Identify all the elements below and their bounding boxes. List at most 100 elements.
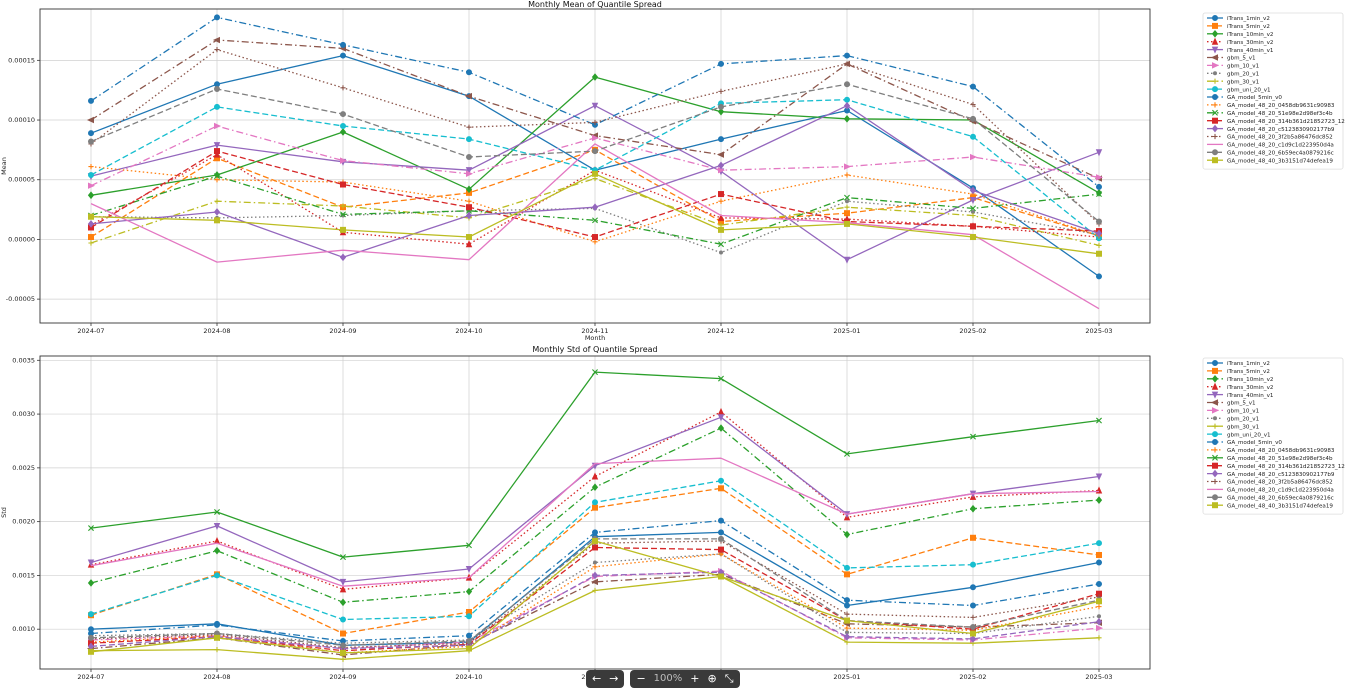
data-point bbox=[844, 611, 850, 617]
x-tick-label: 2024-08 bbox=[203, 327, 230, 335]
legend-label: iTrans_40min_v1 bbox=[1227, 48, 1274, 54]
data-point bbox=[213, 621, 220, 628]
data-point bbox=[592, 239, 598, 245]
data-point bbox=[339, 41, 346, 48]
data-point bbox=[970, 624, 977, 631]
history-controls: ← → bbox=[586, 670, 625, 688]
expand-icon[interactable]: ⤡ bbox=[724, 672, 734, 685]
series-18 bbox=[88, 81, 1103, 225]
x-tick-label: 2024-09 bbox=[329, 673, 356, 681]
data-point bbox=[718, 88, 724, 94]
series-13 bbox=[88, 173, 1102, 248]
y-tick-label: 0.00015 bbox=[8, 56, 35, 64]
data-point bbox=[339, 181, 346, 188]
back-arrow-icon[interactable]: ← bbox=[592, 672, 602, 685]
data-point bbox=[1096, 604, 1102, 610]
data-point bbox=[718, 198, 724, 204]
data-point bbox=[718, 241, 724, 248]
data-point bbox=[214, 198, 220, 204]
zoom-icon[interactable]: ⊕ bbox=[707, 672, 717, 685]
x-tick-label: 2024-11 bbox=[581, 327, 608, 335]
legend-label: iTrans_1min_v2 bbox=[1227, 361, 1270, 367]
data-point bbox=[719, 250, 724, 255]
minus-icon[interactable]: − bbox=[636, 672, 646, 685]
data-point bbox=[717, 107, 725, 116]
data-point bbox=[970, 205, 976, 212]
plus-icon[interactable]: + bbox=[690, 672, 700, 685]
legend-label: GA_model_48_20_0458db9631c90983 bbox=[1227, 103, 1335, 109]
data-point bbox=[718, 546, 725, 553]
x-tick-label: 2025-02 bbox=[959, 327, 986, 335]
chart-2: 0.0010 0.0015 0.0020 0.0025 0.0030 0.0035 2024… bbox=[0, 345, 1345, 681]
data-point bbox=[214, 647, 220, 653]
data-point bbox=[969, 504, 977, 513]
series-15 bbox=[87, 101, 1103, 262]
y-tick-label: 0.00010 bbox=[8, 116, 35, 124]
legend-marker bbox=[1212, 102, 1218, 108]
y-tick-label: 0.0015 bbox=[12, 571, 35, 579]
data-point bbox=[970, 234, 977, 241]
series-line bbox=[90, 16, 1100, 188]
data-point bbox=[340, 211, 346, 218]
x-tick-label: 2025-03 bbox=[1085, 673, 1112, 681]
data-point bbox=[716, 151, 724, 158]
data-point bbox=[591, 472, 599, 480]
data-point bbox=[844, 210, 851, 217]
legend-label: GA_model_48_20_c5123830902177b9 bbox=[1227, 127, 1335, 133]
data-point bbox=[212, 36, 221, 44]
legend-label: GA_model_48_20_51e98e2d98ef3c4b bbox=[1227, 111, 1333, 117]
data-point bbox=[465, 154, 472, 161]
legend-marker bbox=[1212, 447, 1218, 453]
legend-marker bbox=[1210, 399, 1218, 406]
data-point bbox=[465, 204, 472, 211]
data-point bbox=[339, 226, 346, 233]
legend-marker bbox=[1211, 124, 1219, 133]
data-point bbox=[339, 157, 348, 164]
data-point bbox=[718, 103, 725, 110]
data-point bbox=[970, 561, 977, 568]
legend-label: GA_model_48_20_0458db9631c90983 bbox=[1227, 448, 1335, 454]
y-tick-label: 0.0025 bbox=[12, 464, 35, 472]
legend-marker bbox=[1211, 391, 1219, 399]
data-point bbox=[339, 616, 346, 623]
data-point bbox=[592, 499, 599, 506]
legend-label: gbm_30_v1 bbox=[1227, 79, 1260, 85]
data-point bbox=[88, 97, 95, 104]
data-point bbox=[339, 128, 347, 136]
legend-label: GA_model_48_40_3b3151d74defea19 bbox=[1227, 503, 1333, 509]
legend-label: GA_model_48_20_c5123830902177b9 bbox=[1227, 472, 1335, 478]
data-point bbox=[88, 634, 95, 641]
data-point bbox=[339, 578, 347, 586]
legend-marker bbox=[1213, 416, 1218, 421]
data-point bbox=[1095, 229, 1103, 238]
data-point bbox=[1096, 191, 1102, 198]
data-point bbox=[844, 602, 851, 609]
data-point bbox=[970, 153, 978, 161]
data-point bbox=[590, 578, 598, 586]
legend-marker bbox=[1212, 423, 1218, 429]
data-point bbox=[339, 642, 346, 649]
data-point bbox=[339, 630, 346, 637]
legend-label: gbm_uni_20_v1 bbox=[1227, 87, 1271, 93]
series-19 bbox=[88, 170, 1103, 257]
data-point bbox=[844, 625, 850, 631]
data-point bbox=[339, 598, 347, 607]
data-point bbox=[1095, 473, 1103, 481]
data-point bbox=[88, 171, 95, 178]
data-point bbox=[465, 587, 473, 596]
data-point bbox=[214, 508, 220, 515]
y-tick-label: 0.0020 bbox=[12, 518, 35, 526]
data-point bbox=[970, 83, 977, 90]
forward-arrow-icon[interactable]: → bbox=[609, 672, 619, 685]
legend-label: iTrans_1min_v2 bbox=[1227, 16, 1270, 22]
data-point bbox=[340, 85, 346, 91]
data-point bbox=[969, 635, 977, 643]
data-point bbox=[718, 222, 724, 228]
data-point bbox=[591, 571, 599, 580]
data-point bbox=[1096, 273, 1103, 280]
legend-marker bbox=[1211, 46, 1219, 54]
legend-marker bbox=[1212, 157, 1219, 164]
data-point bbox=[88, 182, 96, 189]
data-point bbox=[213, 634, 220, 641]
legend-label: gbm_30_v1 bbox=[1227, 424, 1260, 430]
